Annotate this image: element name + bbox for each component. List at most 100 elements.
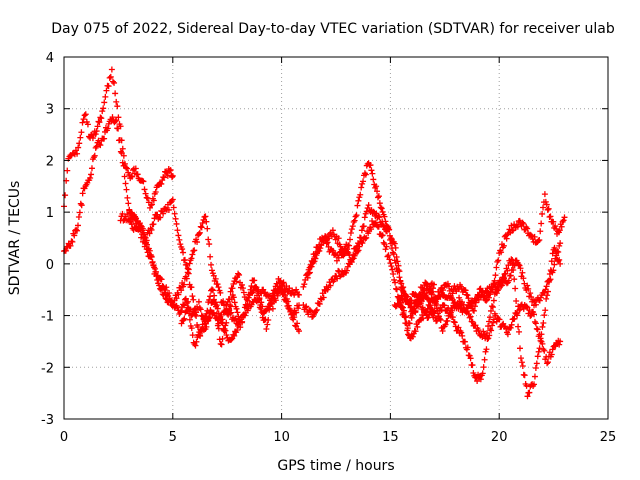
data-point <box>79 119 86 126</box>
data-point <box>466 314 473 321</box>
data-point <box>82 111 89 118</box>
data-point <box>193 338 200 345</box>
data-point <box>556 227 563 234</box>
data-point <box>264 321 271 328</box>
data-point <box>349 223 356 230</box>
data-point <box>548 351 555 358</box>
data-point <box>74 150 81 157</box>
data-point <box>524 225 531 232</box>
data-point <box>471 307 478 314</box>
data-point <box>320 294 327 301</box>
data-point <box>191 307 198 314</box>
data-point <box>539 210 546 217</box>
data-point <box>98 115 105 122</box>
data-point <box>195 231 202 238</box>
data-point <box>363 234 370 241</box>
data-point <box>209 287 216 294</box>
data-point <box>329 227 336 234</box>
data-point <box>225 309 232 316</box>
data-point <box>515 261 522 268</box>
data-point <box>368 167 375 174</box>
data-point <box>358 227 365 234</box>
data-point <box>539 323 546 330</box>
data-point <box>193 312 200 319</box>
data-point <box>247 286 254 293</box>
data-point <box>452 323 459 330</box>
data-point <box>174 227 181 234</box>
data-point <box>511 276 518 283</box>
data-point <box>556 242 563 249</box>
data-point <box>150 221 157 228</box>
data-point <box>459 332 466 339</box>
data-point <box>406 301 413 308</box>
data-point <box>362 235 369 242</box>
data-point <box>313 252 320 259</box>
data-point <box>221 328 228 335</box>
data-point <box>547 213 554 220</box>
data-point <box>200 327 207 334</box>
data-point <box>124 165 131 172</box>
data-point <box>390 251 397 258</box>
data-point <box>534 353 541 360</box>
data-point <box>229 285 236 292</box>
data-point <box>230 294 237 301</box>
data-point <box>516 328 523 335</box>
y-tick-label: 0 <box>46 258 54 273</box>
data-point <box>317 245 324 252</box>
data-point <box>166 289 173 296</box>
data-point <box>202 213 209 220</box>
data-point <box>541 312 548 319</box>
data-point <box>400 289 407 296</box>
data-point <box>403 296 410 303</box>
data-point <box>197 223 204 230</box>
data-point <box>220 326 227 333</box>
data-point <box>102 93 109 100</box>
data-point <box>178 287 185 294</box>
data-point <box>240 311 247 318</box>
data-point <box>390 271 397 278</box>
data-point <box>285 302 292 309</box>
data-point <box>434 307 441 314</box>
data-point <box>556 256 563 263</box>
data-point <box>409 333 416 340</box>
data-point <box>396 268 403 275</box>
data-point <box>75 214 82 221</box>
data-point <box>181 296 188 303</box>
data-point <box>207 293 214 300</box>
data-point <box>180 281 187 288</box>
data-point <box>318 242 325 249</box>
data-point <box>392 279 399 286</box>
data-point <box>79 190 86 197</box>
data-point <box>412 299 419 306</box>
data-point <box>316 301 323 308</box>
data-point <box>504 267 511 274</box>
data-point <box>360 178 367 185</box>
data-point <box>206 241 213 248</box>
data-point <box>465 295 472 302</box>
data-point <box>545 205 552 212</box>
data-point <box>349 256 356 263</box>
data-point <box>436 315 443 322</box>
data-point <box>531 318 538 325</box>
data-point <box>194 239 201 246</box>
data-point <box>144 249 151 256</box>
data-point <box>204 225 211 232</box>
data-point <box>207 253 214 260</box>
data-point <box>178 320 185 327</box>
data-point <box>456 302 463 309</box>
data-point <box>96 141 103 148</box>
data-point <box>77 134 84 141</box>
data-point <box>142 240 149 247</box>
data-point <box>357 234 364 241</box>
data-point <box>157 214 164 221</box>
data-point <box>513 298 520 305</box>
data-point <box>516 345 523 352</box>
data-point <box>351 217 358 224</box>
data-point <box>472 297 479 304</box>
data-point <box>551 261 558 268</box>
data-point <box>552 255 559 262</box>
data-point <box>395 300 402 307</box>
data-point <box>346 236 353 243</box>
data-point <box>545 359 552 366</box>
data-point <box>414 323 421 330</box>
